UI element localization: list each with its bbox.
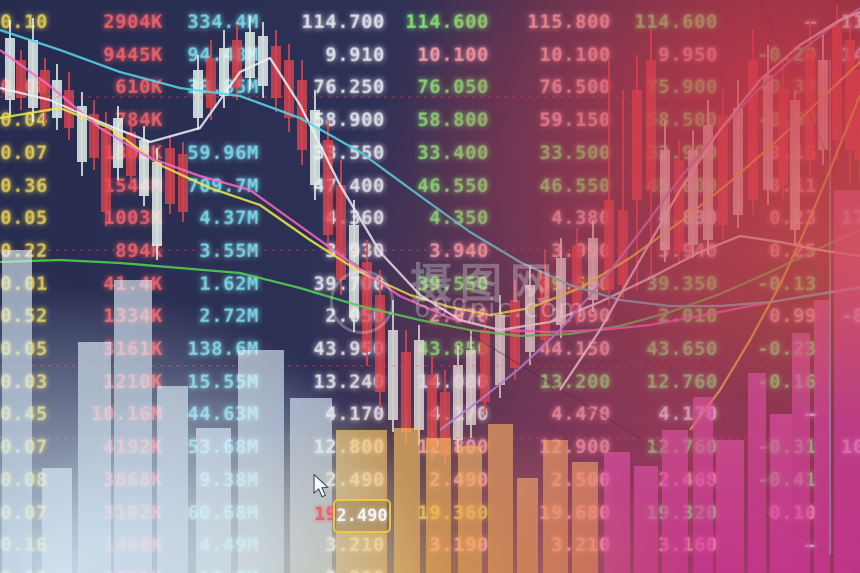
ma-lines [0, 7, 860, 431]
candlestick-series [5, 5, 860, 465]
